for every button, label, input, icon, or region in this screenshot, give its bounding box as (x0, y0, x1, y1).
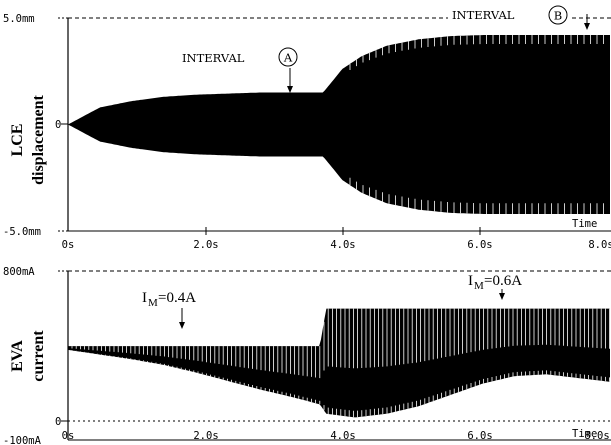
eva-ytick-0: 0 (55, 416, 61, 428)
lce-waveform (68, 35, 610, 214)
annotation-im-06-subscript: M (474, 280, 484, 292)
annotation-interval-a-text: INTERVAL (182, 51, 245, 65)
annotation-interval-b: INTERVAL B (448, 5, 590, 30)
annotation-interval-b-arrowhead (584, 23, 590, 30)
lce-xtick-2s: 2.0s (193, 239, 218, 251)
annotation-im-04-symbol: I (142, 290, 147, 306)
lce-ylabel-line1: LCE (9, 124, 26, 157)
lce-xtick-6s: 6.0s (467, 239, 492, 251)
annotation-im-04-value: =0.4A (158, 290, 196, 306)
eva-waveform (68, 308, 610, 418)
lce-xtick-0s: 0s (62, 239, 75, 251)
annotation-im-04: I M =0.4A (142, 290, 196, 329)
annotation-im-06-arrowhead (499, 293, 505, 300)
lce-panel: LCE displacement 5.0mm 0 -5.0mm 0s 2.0s … (3, 5, 611, 251)
lce-xtick-marks (205, 227, 481, 235)
annotation-interval-a-arrowhead (287, 86, 293, 93)
eva-ylabel-line2: current (30, 330, 47, 382)
annotation-interval-b-letter: B (554, 9, 562, 23)
annotation-im-04-subscript: M (148, 297, 158, 309)
annotation-interval-a: INTERVAL A (182, 47, 298, 93)
lce-waveform-gaps (349, 35, 604, 214)
lce-xlabel: Time (572, 218, 597, 230)
annotation-im-04-arrowhead (179, 322, 185, 329)
eva-ylabel-line1: EVA (9, 340, 26, 372)
lce-xtick-8s: 8.0s (588, 239, 611, 251)
lce-ytick-5: 5.0mm (3, 13, 35, 25)
eva-waveform-gaps (71, 308, 610, 418)
eva-panel: EVA current 800mA 0 -100mA 0s Time I M =… (3, 266, 611, 445)
lce-xtick-4s: 4.0s (330, 239, 355, 251)
lce-ytick-0: 0 (55, 119, 61, 131)
annotation-interval-a-letter: A (283, 51, 293, 65)
annotation-interval-b-text: INTERVAL (452, 8, 515, 22)
annotation-interval-a-circle (278, 47, 298, 67)
annotation-im-06-value: =0.6A (484, 273, 522, 289)
lce-ytick-neg5: -5.0mm (3, 226, 41, 238)
eva-xlabel: Time (572, 428, 597, 440)
annotation-im-06-symbol: I (468, 273, 473, 289)
eva-ytick-neg100: -100mA (3, 435, 42, 445)
eva-ytick-800: 800mA (3, 266, 35, 278)
annotation-im-06: I M =0.6A (468, 273, 522, 300)
lce-ylabel-line2: displacement (30, 94, 47, 184)
annotation-interval-b-bg (448, 6, 570, 23)
annotation-interval-b-circle (548, 5, 568, 25)
